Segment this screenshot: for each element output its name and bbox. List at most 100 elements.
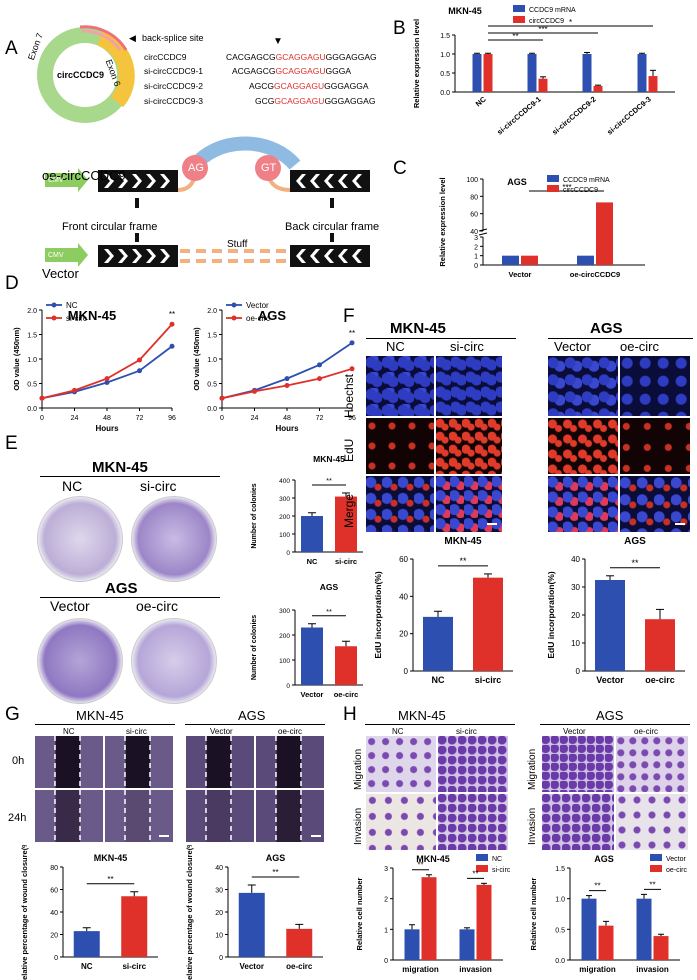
legend-swatch xyxy=(476,854,488,861)
panel-letter-c: C xyxy=(393,158,407,179)
f-mkn-title: MKN-45 xyxy=(390,320,446,337)
chart-e2: AGS 0 100 200 300 Number of colonies Vector oe-… xyxy=(251,582,363,699)
cmv-label-2: CMV xyxy=(48,252,64,259)
bar xyxy=(596,202,613,265)
h-img-mig-vector xyxy=(542,736,614,792)
h-row-migration-1: Migration xyxy=(353,748,364,790)
bar xyxy=(538,78,548,92)
sig-label: *** xyxy=(538,25,547,34)
seq-row-0: CACGAGCGGCAGGAGUGGGAGGAG xyxy=(226,52,377,62)
x-tick-label: 24 xyxy=(71,415,79,422)
data-point xyxy=(317,362,322,368)
data-point xyxy=(39,395,45,401)
seq-row-2: AGCGGCAGGAGUGGGAGGA xyxy=(249,81,369,91)
f-img-edu-vector xyxy=(548,418,618,474)
chart-title: AGS xyxy=(624,536,646,547)
chart-g1: MKN-45 0 20 40 60 80 Relative percentage of wo… xyxy=(20,845,158,980)
bar xyxy=(527,54,537,92)
h-mkn-rule xyxy=(365,724,515,725)
y-tick-label: 300 xyxy=(279,608,290,615)
bar xyxy=(472,54,482,92)
bar xyxy=(637,54,647,92)
y-tick-label: 0 xyxy=(286,683,290,690)
y-tick-label: 3 xyxy=(474,235,478,242)
f-col-nc: NC xyxy=(386,339,405,354)
y-tick-label: 0.0 xyxy=(27,406,37,413)
g-img-0h-nc xyxy=(35,736,103,788)
sig-label: ** xyxy=(631,558,639,568)
x-tick-label: si-circCCDC9-3 xyxy=(605,95,653,137)
x-tick-label: NC xyxy=(474,94,489,108)
bar xyxy=(636,898,652,960)
h-img-inv-vector xyxy=(542,794,614,850)
h-col-sicirc: si-circ xyxy=(456,727,477,736)
legend-swatch xyxy=(476,865,488,872)
legend-label: CCDC9 mRNA xyxy=(529,7,576,14)
h-img-inv-oecirc xyxy=(616,794,688,850)
x-tick-label: NC xyxy=(432,675,445,685)
panel-letter-g: G xyxy=(5,704,20,725)
y-axis-label: OD value (450nm) xyxy=(12,327,21,391)
x-tick-label: oe-circ xyxy=(645,675,675,685)
sig-label: ** xyxy=(594,882,600,891)
bar xyxy=(593,85,603,92)
y-tick-label: 1.5 xyxy=(27,333,37,340)
y-tick-label: 1.5 xyxy=(555,866,565,873)
h-row-invasion-2: Invasion xyxy=(527,807,538,845)
x-tick-label: migration xyxy=(579,965,616,974)
panel-letter-d: D xyxy=(5,273,19,294)
y-tick-label: 1.0 xyxy=(440,52,450,59)
legend-swatch xyxy=(650,865,662,872)
chart-title: AGS xyxy=(258,308,287,323)
y-tick-label: 1.0 xyxy=(207,357,217,364)
data-point xyxy=(104,376,110,382)
y-tick-label: 0.0 xyxy=(207,406,217,413)
h-ags-rule xyxy=(540,724,690,725)
y-tick-label: 1 xyxy=(474,254,478,261)
g-col-vector: Vector xyxy=(210,727,233,736)
panel-letter-f: F xyxy=(343,306,355,327)
circ-center-label: circCCDC9 xyxy=(57,70,105,80)
e-ags-title: AGS xyxy=(105,580,138,597)
front-frame-label: Front circular frame xyxy=(62,221,158,233)
stuff-label: Stuff xyxy=(227,239,248,250)
g-img-24h-oecirc xyxy=(256,790,324,842)
legend-swatch xyxy=(513,16,525,23)
f-img-edu-oecirc xyxy=(620,418,690,474)
x-tick-label: si-circ xyxy=(335,557,357,566)
x-axis-label: Hours xyxy=(275,424,299,433)
y-axis-label: Relative percentage of wound closure(%) xyxy=(20,845,29,980)
bar xyxy=(502,255,519,265)
chart-title: MKN-45 xyxy=(448,6,482,16)
e-mkn-rule xyxy=(40,476,220,477)
g-img-24h-nc xyxy=(35,790,103,842)
y-tick-label: 40 xyxy=(571,555,580,564)
f-col-vector: Vector xyxy=(554,339,591,354)
legend-label: NC xyxy=(66,301,78,310)
chart-title: AGS xyxy=(320,582,339,592)
seq-row-1: ACGAGCGGCAGGAGUGGGA xyxy=(232,66,352,76)
panel-letter-b: B xyxy=(393,18,406,39)
chart-title: MKN-45 xyxy=(94,853,128,863)
bar xyxy=(473,577,503,671)
g-ags-title: AGS xyxy=(238,708,266,723)
data-point xyxy=(169,321,175,327)
e-label-vector: Vector xyxy=(50,598,90,614)
x-tick-label: migration xyxy=(402,965,439,974)
ag-label: AG xyxy=(188,162,204,174)
y-tick-label: 0.5 xyxy=(207,382,217,389)
panel-letter-h: H xyxy=(343,704,357,725)
f-scalebar-1 xyxy=(487,523,497,525)
chart-title: AGS xyxy=(594,854,614,864)
bar xyxy=(476,884,492,960)
chart-d-right: 0.0 0.5 1.0 1.5 2.0 0 24 48 72 96 Hours OD value (4… xyxy=(192,301,356,433)
panel-letter-e: E xyxy=(5,433,18,454)
chart-f2: AGS 0 10 20 30 40 EdU incorporation(%) Vector oe… xyxy=(546,536,685,685)
chart-h1: MKN-45 0 1 2 3 Relative cell number migration i… xyxy=(355,854,511,974)
h-col-nc: NC xyxy=(392,727,404,736)
bar xyxy=(73,931,100,957)
x-tick-label: 96 xyxy=(168,415,176,422)
bar xyxy=(521,255,538,265)
bar xyxy=(404,929,420,960)
bar xyxy=(645,619,675,671)
